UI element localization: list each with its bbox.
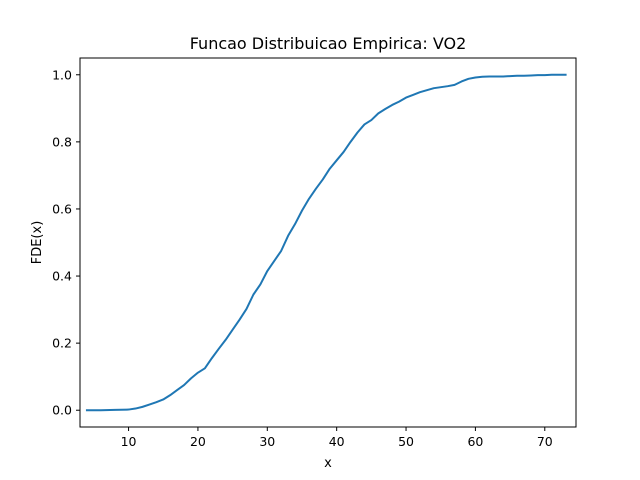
y-tick-label: 0.8 bbox=[52, 134, 72, 149]
chart-title: Funcao Distribuicao Empirica: VO2 bbox=[190, 34, 467, 53]
y-tick-label: 0.2 bbox=[52, 336, 72, 351]
x-tick-label: 10 bbox=[121, 434, 137, 449]
y-tick-label: 0.6 bbox=[52, 201, 72, 216]
x-axis-label: x bbox=[324, 456, 332, 471]
x-tick-label: 50 bbox=[398, 434, 414, 449]
x-tick-label: 70 bbox=[537, 434, 553, 449]
y-tick-label: 1.0 bbox=[52, 67, 72, 82]
plot-area bbox=[85, 73, 567, 412]
y-axis-label: FDE(x) bbox=[30, 221, 45, 265]
y-axis: 0.0 0.2 0.4 0.6 0.8 1.0 bbox=[52, 67, 80, 418]
x-tick-label: 30 bbox=[259, 434, 275, 449]
x-tick-label: 20 bbox=[190, 434, 206, 449]
y-tick-label: 0.0 bbox=[52, 403, 72, 418]
x-tick-label: 40 bbox=[329, 434, 345, 449]
x-axis: 10 20 30 40 50 60 70 bbox=[121, 427, 553, 449]
x-tick-label: 60 bbox=[467, 434, 483, 449]
ecdf-series-line bbox=[85, 73, 567, 412]
y-tick-label: 0.4 bbox=[52, 269, 72, 284]
axes-frame bbox=[79, 57, 577, 428]
